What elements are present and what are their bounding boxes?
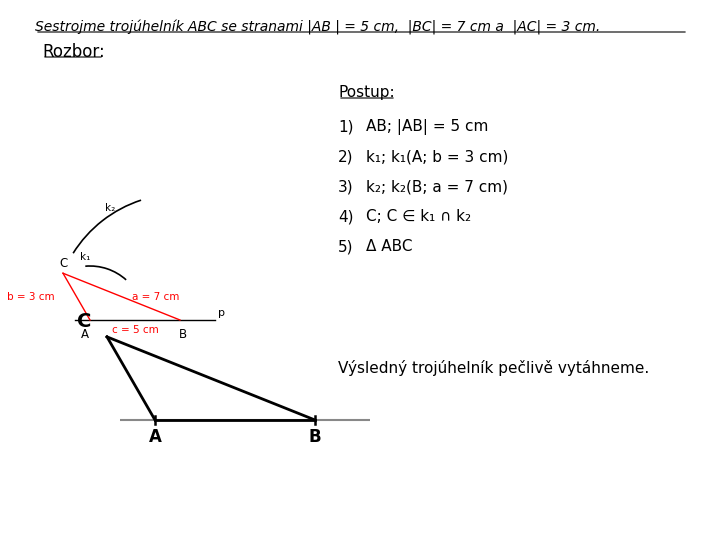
Text: 1): 1)	[338, 119, 354, 134]
Text: C: C	[76, 312, 91, 331]
Text: 4): 4)	[338, 209, 354, 224]
Text: a = 7 cm: a = 7 cm	[132, 292, 179, 302]
Text: 5): 5)	[338, 239, 354, 254]
Text: b = 3 cm: b = 3 cm	[7, 292, 55, 302]
Text: c = 5 cm: c = 5 cm	[112, 325, 158, 335]
Text: Rozbor:: Rozbor:	[42, 43, 104, 61]
Text: Δ ABC: Δ ABC	[366, 239, 413, 254]
Text: A: A	[81, 328, 89, 341]
Text: k₂; k₂(B; a = 7 cm): k₂; k₂(B; a = 7 cm)	[366, 179, 508, 194]
Text: Výsledný trojúhelník pečlivě vytáhneme.: Výsledný trojúhelník pečlivě vytáhneme.	[338, 360, 649, 376]
Text: p: p	[218, 308, 225, 318]
Text: B: B	[179, 328, 187, 341]
Text: k₁; k₁(A; b = 3 cm): k₁; k₁(A; b = 3 cm)	[366, 149, 508, 164]
Text: 2): 2)	[338, 149, 354, 164]
Text: k₂: k₂	[105, 202, 115, 213]
Text: Sestrojme trojúhelník ABC se stranami |AB | = 5 cm,  |BC| = 7 cm a  |AC| = 3 cm.: Sestrojme trojúhelník ABC se stranami |A…	[35, 20, 600, 35]
Text: C: C	[59, 257, 67, 270]
Text: AB; |AB| = 5 cm: AB; |AB| = 5 cm	[366, 119, 488, 135]
Text: B: B	[309, 428, 321, 446]
Text: Postup:: Postup:	[338, 85, 395, 100]
Text: k₁: k₁	[81, 252, 91, 261]
Text: 3): 3)	[338, 179, 354, 194]
Text: C; C ∈ k₁ ∩ k₂: C; C ∈ k₁ ∩ k₂	[366, 209, 471, 224]
Text: A: A	[148, 428, 161, 446]
